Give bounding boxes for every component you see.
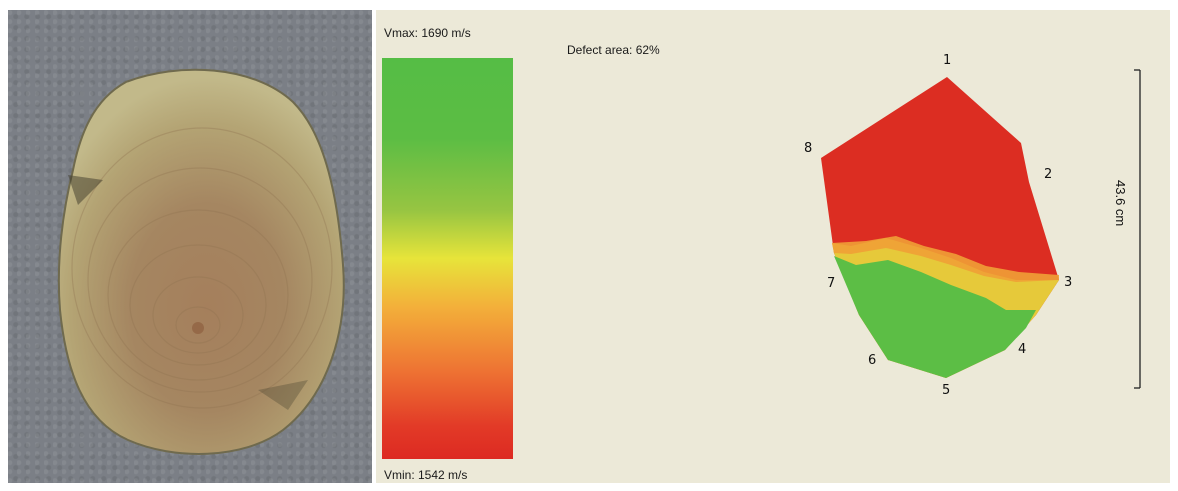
wood-disc-photo bbox=[8, 10, 372, 483]
node-label-8: 8 bbox=[804, 141, 813, 156]
vmin-label: Vmin: 1542 m/s bbox=[384, 468, 468, 482]
orange-band bbox=[832, 236, 1059, 282]
wood-disc-image bbox=[57, 68, 345, 455]
sound-wood-region bbox=[834, 256, 1036, 378]
diameter-label: 43.6 cm bbox=[1113, 180, 1128, 227]
vmax-label: Vmax: 1690 m/s bbox=[384, 26, 471, 40]
velocity-color-scale bbox=[382, 58, 513, 459]
diameter-bracket bbox=[1134, 69, 1141, 389]
node-label-4: 4 bbox=[1018, 342, 1027, 357]
node-label-6: 6 bbox=[868, 353, 877, 368]
node-label-1: 1 bbox=[943, 53, 952, 68]
node-label-3: 3 bbox=[1064, 275, 1073, 290]
node-label-7: 7 bbox=[827, 276, 836, 291]
tomogram-map bbox=[821, 69, 1141, 389]
node-label-2: 2 bbox=[1044, 167, 1053, 182]
tomogram-panel: Vmax: 1690 m/s Vmin: 1542 m/s Defect are… bbox=[376, 10, 1170, 483]
defect-area-label: Defect area: 62% bbox=[567, 43, 660, 57]
node-label-5: 5 bbox=[942, 383, 951, 398]
